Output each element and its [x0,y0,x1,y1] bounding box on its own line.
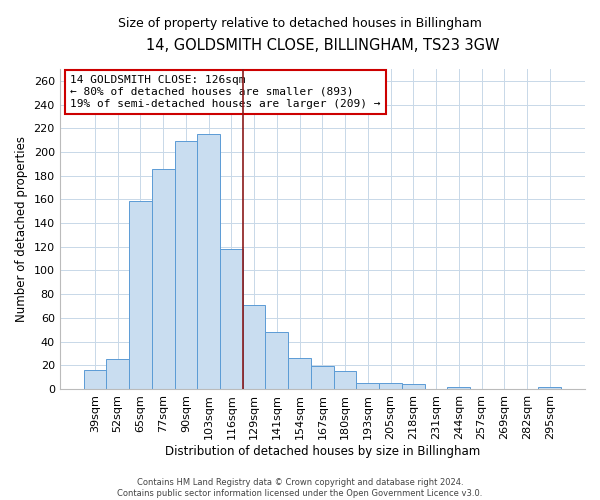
Bar [129,200,152,389]
Text: Size of property relative to detached houses in Billingham: Size of property relative to detached ho… [118,18,482,30]
Bar [402,384,425,389]
Bar [152,168,175,389]
Bar [448,386,470,389]
Bar [288,358,311,389]
Bar [106,360,129,389]
Bar [265,332,288,389]
Bar [83,370,106,389]
Text: 14 GOLDSMITH CLOSE: 126sqm
← 80% of detached houses are smaller (893)
19% of sem: 14 GOLDSMITH CLOSE: 126sqm ← 80% of deta… [70,76,380,108]
Bar [220,249,243,389]
Bar [379,383,402,389]
Bar [311,366,334,389]
Bar [243,305,265,389]
Y-axis label: Number of detached properties: Number of detached properties [15,136,28,322]
Bar [334,371,356,389]
X-axis label: Distribution of detached houses by size in Billingham: Distribution of detached houses by size … [165,444,480,458]
Bar [197,134,220,389]
Bar [356,383,379,389]
Bar [538,386,561,389]
Text: Contains HM Land Registry data © Crown copyright and database right 2024.
Contai: Contains HM Land Registry data © Crown c… [118,478,482,498]
Title: 14, GOLDSMITH CLOSE, BILLINGHAM, TS23 3GW: 14, GOLDSMITH CLOSE, BILLINGHAM, TS23 3G… [146,38,499,52]
Bar [175,141,197,389]
